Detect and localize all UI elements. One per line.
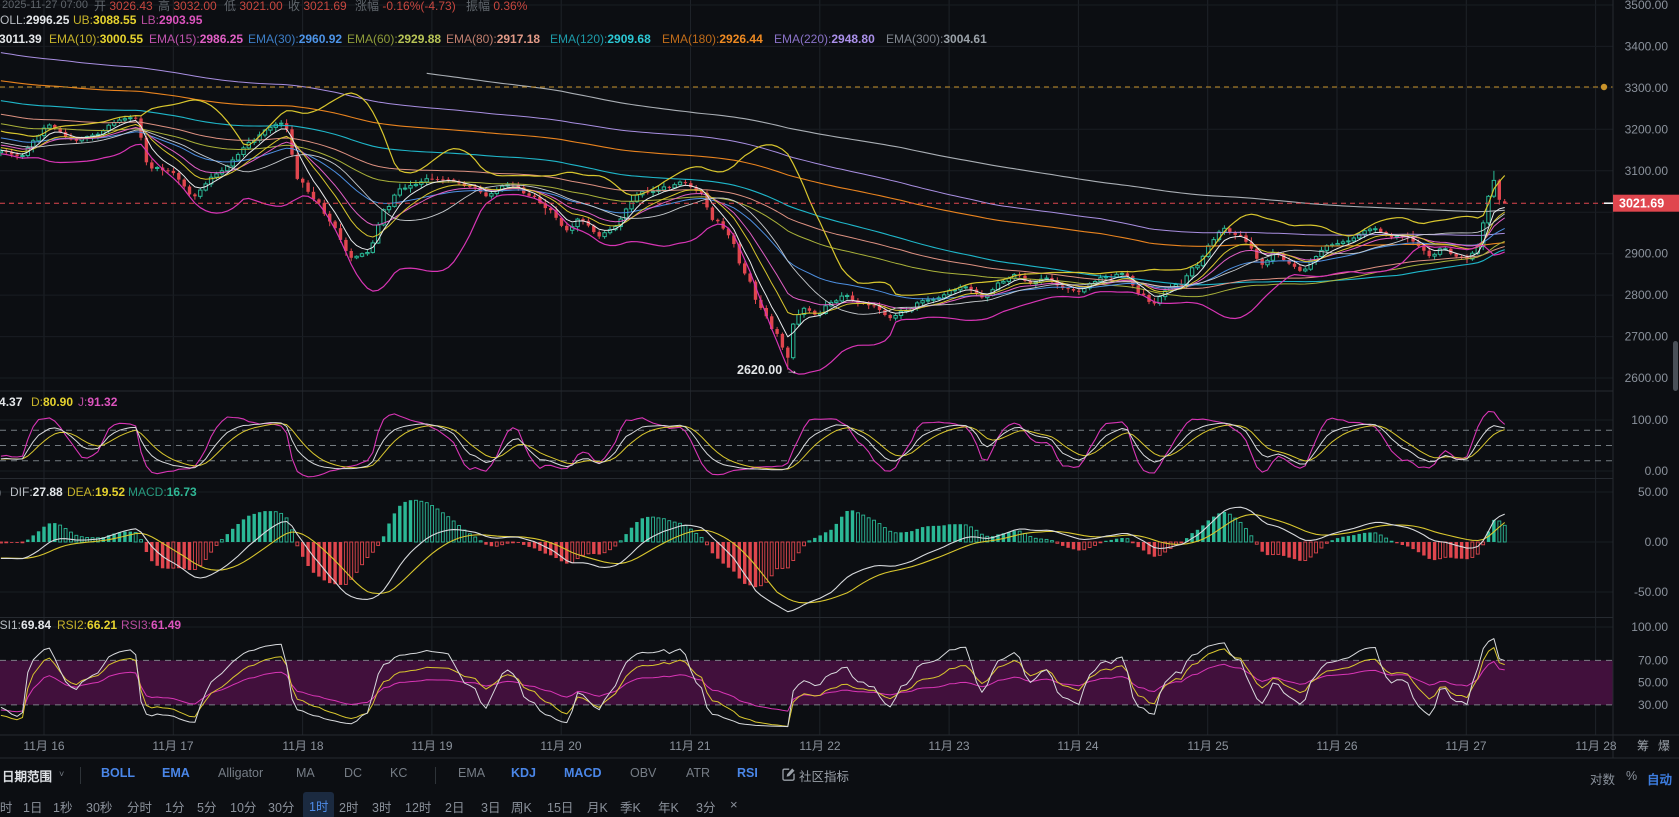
svg-text:筹: 筹 — [1637, 739, 1649, 753]
svg-text:100.00: 100.00 — [1631, 413, 1668, 427]
svg-text:3300.00: 3300.00 — [1625, 81, 1669, 95]
svg-text:11月 17: 11月 17 — [152, 739, 193, 753]
svg-text:→: → — [786, 363, 798, 377]
svg-text:11月 20: 11月 20 — [540, 739, 581, 753]
svg-text:2800.00: 2800.00 — [1625, 288, 1669, 302]
svg-text:-50.00: -50.00 — [1634, 585, 1668, 599]
svg-text:11月 21: 11月 21 — [669, 739, 710, 753]
svg-text:11月 28: 11月 28 — [1575, 739, 1616, 753]
svg-text:11月 27: 11月 27 — [1445, 739, 1486, 753]
svg-text:70.00: 70.00 — [1638, 653, 1668, 667]
svg-text:0.00: 0.00 — [1645, 535, 1669, 549]
svg-text:11月 24: 11月 24 — [1057, 739, 1098, 753]
svg-text:3400.00: 3400.00 — [1625, 39, 1669, 53]
svg-text:2700.00: 2700.00 — [1625, 330, 1669, 344]
svg-text:11月 19: 11月 19 — [411, 739, 452, 753]
svg-text:0.00: 0.00 — [1645, 464, 1669, 478]
svg-text:3100.00: 3100.00 — [1625, 164, 1669, 178]
svg-text:2900.00: 2900.00 — [1625, 247, 1669, 261]
svg-text:2620.00: 2620.00 — [737, 363, 782, 377]
svg-text:50.00: 50.00 — [1638, 676, 1668, 690]
svg-text:2600.00: 2600.00 — [1625, 371, 1669, 385]
svg-text:11月 23: 11月 23 — [928, 739, 969, 753]
svg-text:爆: 爆 — [1658, 739, 1670, 753]
svg-text:11月 16: 11月 16 — [23, 739, 64, 753]
svg-text:11月 26: 11月 26 — [1316, 739, 1357, 753]
svg-text:3021.69: 3021.69 — [1619, 197, 1664, 211]
svg-text:11月 25: 11月 25 — [1187, 739, 1228, 753]
svg-text:100.00: 100.00 — [1631, 620, 1668, 634]
svg-text:11月 18: 11月 18 — [282, 739, 323, 753]
svg-text:3500.00: 3500.00 — [1625, 0, 1669, 12]
svg-text:11月 22: 11月 22 — [799, 739, 840, 753]
svg-text:3200.00: 3200.00 — [1625, 122, 1669, 136]
svg-text:30.00: 30.00 — [1638, 698, 1668, 712]
svg-text:50.00: 50.00 — [1638, 485, 1668, 499]
